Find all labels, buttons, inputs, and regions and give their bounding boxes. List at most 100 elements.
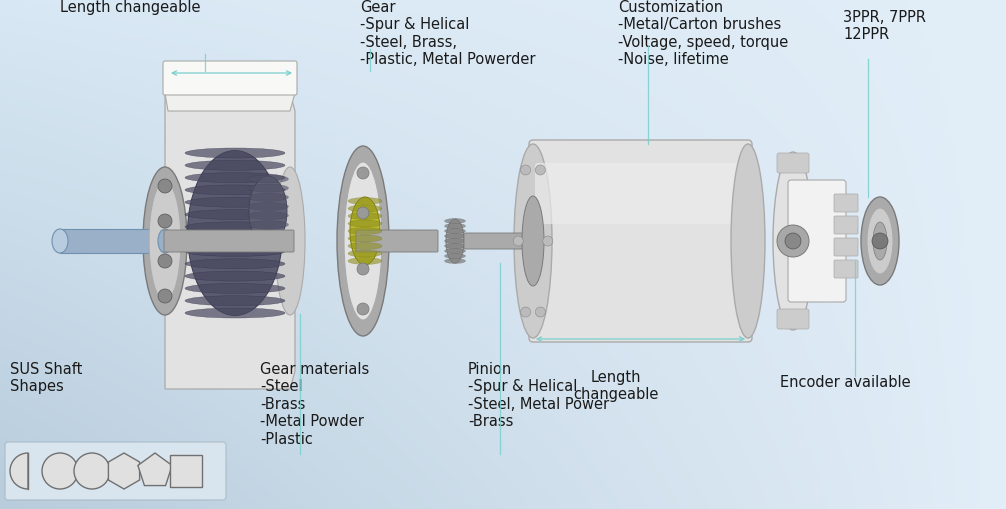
Circle shape (535, 165, 545, 176)
Ellipse shape (52, 230, 68, 253)
Ellipse shape (522, 196, 544, 287)
Ellipse shape (275, 167, 305, 316)
FancyBboxPatch shape (834, 216, 858, 235)
Circle shape (74, 453, 110, 489)
Ellipse shape (247, 221, 289, 229)
Circle shape (521, 307, 530, 318)
FancyBboxPatch shape (777, 309, 809, 329)
Ellipse shape (445, 239, 466, 244)
Text: Length
changeable: Length changeable (573, 369, 659, 402)
FancyBboxPatch shape (164, 231, 294, 252)
Circle shape (357, 264, 369, 275)
Ellipse shape (249, 177, 287, 246)
Wedge shape (10, 453, 28, 489)
Ellipse shape (348, 206, 382, 213)
FancyBboxPatch shape (834, 261, 858, 278)
Ellipse shape (445, 244, 466, 249)
Circle shape (357, 167, 369, 180)
FancyBboxPatch shape (834, 194, 858, 213)
Text: Customization
-Metal/Carton brushes
-Voltage, speed, torque
-Noise, lifetime: Customization -Metal/Carton brushes -Vol… (618, 0, 789, 67)
Ellipse shape (185, 173, 285, 183)
Ellipse shape (445, 259, 466, 264)
Circle shape (357, 208, 369, 219)
Text: Gear
-Spur & Helical
-Steel, Brass,
-Plastic, Metal Powerder: Gear -Spur & Helical -Steel, Brass, -Pla… (360, 0, 535, 67)
Ellipse shape (185, 149, 285, 159)
Circle shape (357, 303, 369, 316)
Ellipse shape (149, 182, 181, 301)
FancyBboxPatch shape (529, 140, 752, 343)
Text: Length changeable: Length changeable (59, 0, 200, 15)
FancyBboxPatch shape (163, 62, 297, 96)
Ellipse shape (185, 198, 285, 208)
Ellipse shape (143, 167, 187, 316)
Polygon shape (165, 74, 295, 112)
Circle shape (158, 254, 172, 268)
Ellipse shape (185, 235, 285, 245)
Polygon shape (60, 230, 165, 253)
Ellipse shape (247, 176, 289, 184)
Polygon shape (165, 94, 295, 389)
Ellipse shape (185, 186, 285, 195)
Ellipse shape (445, 219, 466, 224)
Circle shape (777, 225, 809, 258)
Ellipse shape (247, 240, 289, 247)
Ellipse shape (731, 145, 765, 338)
Ellipse shape (445, 249, 466, 254)
Ellipse shape (514, 145, 552, 338)
Ellipse shape (348, 243, 382, 250)
Ellipse shape (185, 161, 285, 171)
Ellipse shape (445, 224, 466, 229)
Ellipse shape (348, 258, 382, 265)
Circle shape (543, 237, 552, 246)
Ellipse shape (247, 194, 289, 202)
Ellipse shape (185, 308, 285, 318)
Text: SUS Shaft
Shapes: SUS Shaft Shapes (10, 361, 82, 393)
Ellipse shape (158, 230, 172, 253)
Circle shape (535, 307, 545, 318)
FancyBboxPatch shape (5, 442, 226, 500)
FancyBboxPatch shape (788, 181, 846, 302)
Circle shape (785, 234, 801, 249)
Circle shape (158, 215, 172, 229)
Circle shape (42, 453, 78, 489)
Circle shape (158, 180, 172, 193)
Ellipse shape (445, 254, 466, 259)
FancyBboxPatch shape (777, 154, 809, 174)
Ellipse shape (861, 197, 899, 286)
Circle shape (872, 234, 888, 249)
Ellipse shape (247, 231, 289, 238)
Polygon shape (109, 453, 140, 489)
Text: 3PPR, 7PPR
12PPR: 3PPR, 7PPR 12PPR (843, 10, 926, 42)
FancyBboxPatch shape (834, 239, 858, 257)
Ellipse shape (185, 271, 285, 281)
Ellipse shape (185, 259, 285, 269)
Polygon shape (138, 453, 172, 486)
Ellipse shape (247, 185, 289, 193)
Ellipse shape (185, 247, 285, 257)
Ellipse shape (445, 234, 466, 239)
Text: Pinion
-Spur & Helical
-Steel, Metal Power
-Brass: Pinion -Spur & Helical -Steel, Metal Pow… (468, 361, 609, 429)
Circle shape (521, 165, 530, 176)
Ellipse shape (185, 284, 285, 294)
FancyBboxPatch shape (356, 231, 438, 252)
Text: Gear materials
-Steel
-Brass
-Metal Powder
-Plastic: Gear materials -Steel -Brass -Metal Powd… (260, 361, 369, 446)
Ellipse shape (187, 151, 283, 316)
Ellipse shape (185, 210, 285, 220)
Text: Encoder available: Encoder available (780, 374, 910, 389)
Ellipse shape (867, 209, 893, 274)
Ellipse shape (348, 213, 382, 220)
Circle shape (158, 290, 172, 303)
Ellipse shape (348, 236, 382, 242)
Ellipse shape (337, 147, 389, 336)
Ellipse shape (348, 198, 382, 205)
Ellipse shape (445, 229, 466, 234)
FancyBboxPatch shape (535, 164, 746, 224)
FancyBboxPatch shape (170, 455, 202, 487)
Ellipse shape (247, 212, 289, 220)
Ellipse shape (344, 163, 382, 320)
Ellipse shape (873, 222, 887, 261)
Ellipse shape (446, 219, 464, 264)
Ellipse shape (348, 220, 382, 228)
Ellipse shape (348, 228, 382, 235)
Ellipse shape (348, 250, 382, 258)
